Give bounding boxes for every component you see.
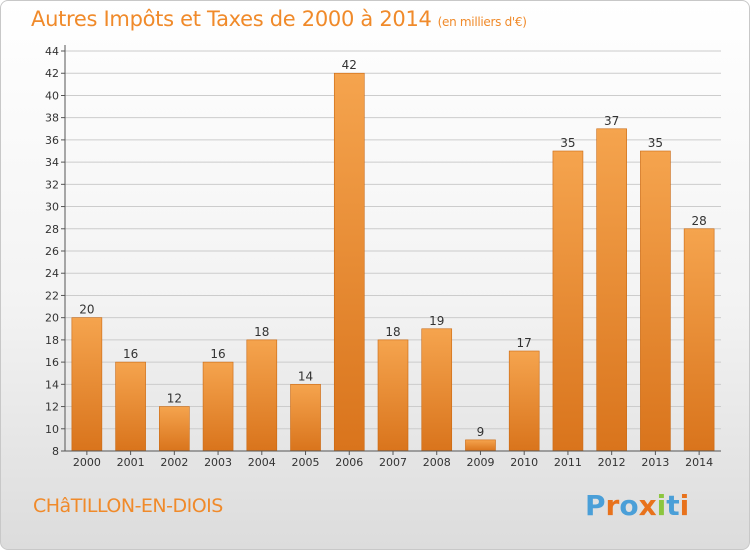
bar-2005 xyxy=(290,384,321,452)
proxiti-logo: Proxiti xyxy=(585,489,689,522)
y-tick-label: 28 xyxy=(45,223,59,236)
y-tick-label: 32 xyxy=(45,178,59,191)
y-tick-label: 14 xyxy=(45,378,59,391)
x-tick-label: 2009 xyxy=(466,456,494,469)
axes: 8 10 12 14 16 18 20 22 24 26 28 30 32 34 36 38 40 42 44 200… xyxy=(45,45,721,469)
bar-2000 xyxy=(71,317,103,452)
commune-name: CHâTILLON-EN-DIOIS xyxy=(33,495,223,517)
y-tick-label: 24 xyxy=(45,267,59,280)
x-tick-label: 2005 xyxy=(292,456,320,469)
data-labels: 20 16 12 16 18 14 42 18 19 9 17 35 37 35 28 xyxy=(79,58,707,439)
bar-2007 xyxy=(377,339,409,452)
y-tick-label: 38 xyxy=(45,112,59,125)
y-tick-label: 20 xyxy=(45,312,59,325)
x-tick-label: 2001 xyxy=(117,456,145,469)
bar-2014 xyxy=(683,228,715,452)
x-tick-label: 2012 xyxy=(598,456,626,469)
data-label-2014: 28 xyxy=(691,214,706,228)
x-tick-label: 2011 xyxy=(554,456,582,469)
x-tick-label: 2008 xyxy=(423,456,451,469)
logo-letter: o xyxy=(619,489,639,522)
bar-2011 xyxy=(552,150,584,452)
logo-letter: i xyxy=(679,489,690,522)
y-tick-label: 42 xyxy=(45,67,59,80)
x-tick-label: 2002 xyxy=(160,456,188,469)
x-tick-label: 2014 xyxy=(685,456,713,469)
data-label-2001: 16 xyxy=(123,347,138,361)
logo-letter: P xyxy=(585,489,606,522)
data-label-2002: 12 xyxy=(167,392,182,406)
x-tick-label: 2007 xyxy=(379,456,407,469)
x-tick-label: 2006 xyxy=(335,456,363,469)
y-tick-label: 16 xyxy=(45,356,59,369)
data-label-2006: 42 xyxy=(342,58,357,72)
data-label-2005: 14 xyxy=(298,369,313,383)
data-label-2008: 19 xyxy=(429,314,444,328)
chart-title: Autres Impôts et Taxes de 2000 à 2014 (en… xyxy=(31,7,527,31)
data-label-2013: 35 xyxy=(648,136,663,150)
bar-2006 xyxy=(333,72,365,452)
data-label-2010: 17 xyxy=(517,336,532,350)
x-tick-label: 2003 xyxy=(204,456,232,469)
logo-letter: r xyxy=(605,489,620,522)
bar-2004 xyxy=(246,339,278,452)
bars xyxy=(71,72,715,452)
chart-subtitle: (en milliers d'€) xyxy=(437,15,527,29)
y-tick-label: 18 xyxy=(45,334,59,347)
data-label-2009: 9 xyxy=(477,425,485,439)
x-tick-label: 2004 xyxy=(248,456,276,469)
data-label-2000: 20 xyxy=(79,303,94,317)
y-tick-label: 26 xyxy=(45,245,59,258)
bar-2010 xyxy=(508,350,540,452)
logo-letter: t xyxy=(666,489,680,522)
data-label-2004: 18 xyxy=(254,325,269,339)
y-tick-label: 12 xyxy=(45,401,59,414)
bar-2003 xyxy=(202,361,234,452)
logo-letter: x xyxy=(638,489,657,522)
x-tick-label: 2000 xyxy=(73,456,101,469)
data-label-2003: 16 xyxy=(210,347,225,361)
bar-2002 xyxy=(159,406,190,452)
logo-letter: i xyxy=(656,489,667,522)
y-tick-label: 34 xyxy=(45,156,59,169)
data-label-2007: 18 xyxy=(385,325,400,339)
y-tick-label: 30 xyxy=(45,201,59,214)
bar-2013 xyxy=(640,150,671,452)
bar-2012 xyxy=(596,128,627,452)
bar-2001 xyxy=(115,361,146,452)
x-tick-label: 2010 xyxy=(510,456,538,469)
data-label-2011: 35 xyxy=(560,136,575,150)
y-tick-label: 8 xyxy=(52,445,59,458)
chart-title-text: Autres Impôts et Taxes de 2000 à 2014 xyxy=(31,7,432,31)
bar-2009 xyxy=(465,439,496,452)
y-tick-label: 22 xyxy=(45,289,59,302)
data-label-2012: 37 xyxy=(604,114,619,128)
y-tick-label: 10 xyxy=(45,423,59,436)
bar-2008 xyxy=(421,328,453,452)
y-tick-label: 40 xyxy=(45,89,59,102)
y-tick-label: 36 xyxy=(45,134,59,147)
x-tick-label: 2013 xyxy=(641,456,669,469)
y-tick-label: 44 xyxy=(45,45,59,58)
